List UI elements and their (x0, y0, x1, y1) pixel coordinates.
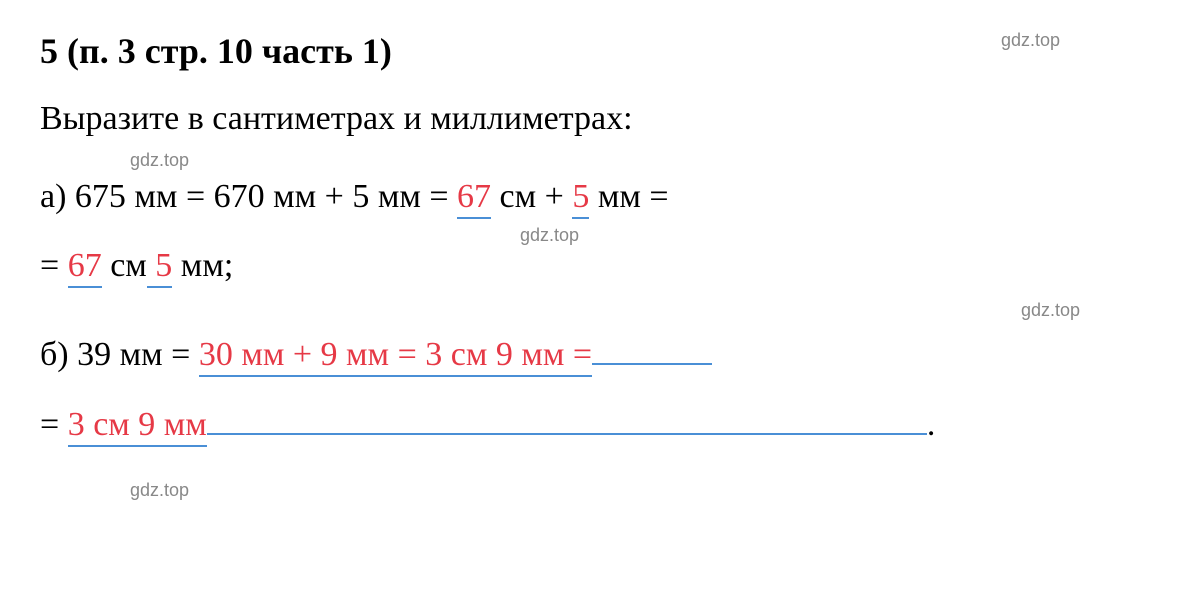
part-b-prefix: б) 39 мм = (40, 336, 199, 373)
part-a-value-2: 5 (572, 178, 589, 219)
part-a-line-2: = 67 см 5 мм; (40, 235, 1140, 296)
part-a-value-3: 67 (68, 247, 102, 288)
part-a-value-4: 5 (147, 247, 173, 288)
part-a-unit-3: см (102, 247, 147, 284)
part-a-line2-prefix: = (40, 247, 68, 284)
watermark-text: gdz.top (1021, 300, 1080, 321)
blank-underline (207, 431, 927, 435)
part-b-suffix: . (927, 406, 936, 443)
part-a-unit-2: мм = (589, 178, 668, 215)
watermark-text: gdz.top (520, 225, 579, 246)
part-b-expr-2: 3 см 9 мм (68, 406, 207, 447)
watermark-text: gdz.top (130, 150, 189, 171)
part-b-expr-1: 30 мм + 9 мм = 3 см 9 мм = (199, 336, 592, 377)
blank-underline (592, 361, 712, 365)
problem-title: 5 (п. 3 стр. 10 часть 1) (40, 30, 1140, 72)
watermark-text: gdz.top (1001, 30, 1060, 51)
part-a-line-1: а) 675 мм = 670 мм + 5 мм = 67 см + 5 мм… (40, 166, 1140, 227)
part-b-line2-prefix: = (40, 406, 68, 443)
part-b-line-2: = 3 см 9 мм. (40, 394, 1140, 455)
instruction-text: Выразите в сантиметрах и миллиметрах: (40, 100, 1140, 138)
part-b-line-1: б) 39 мм = 30 мм + 9 мм = 3 см 9 мм = (40, 324, 1140, 385)
part-a-unit-1: см + (491, 178, 572, 215)
part-a-value-1: 67 (457, 178, 491, 219)
watermark-text: gdz.top (130, 480, 189, 501)
part-a-unit-4: мм; (172, 247, 233, 284)
part-a-prefix: а) 675 мм = 670 мм + 5 мм = (40, 178, 457, 215)
